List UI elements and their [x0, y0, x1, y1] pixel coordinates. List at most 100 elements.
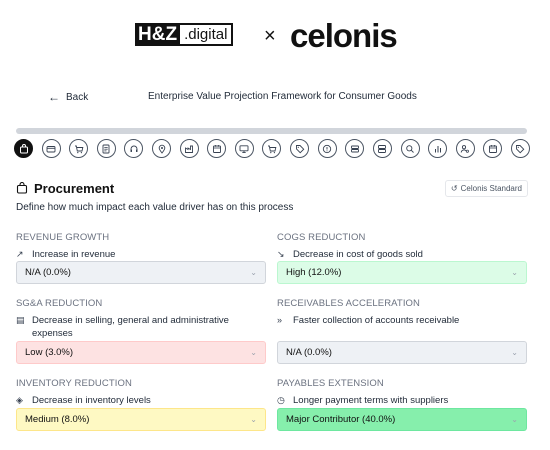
chevron-down-icon: ⌄ [511, 348, 518, 357]
step-cart[interactable] [69, 139, 89, 158]
top-nav: ← Back Enterprise Value Projection Frame… [0, 90, 550, 106]
shopping-bag-icon [19, 143, 28, 153]
header-logos: H&Z .digital × celonis [0, 16, 550, 56]
step-headset[interactable] [124, 139, 144, 158]
driver-revenue-growth: REVENUE GROWTH ↗ Increase in revenue [16, 232, 266, 261]
cart-icon [74, 145, 84, 153]
server-icon [378, 144, 387, 153]
logo-separator: × [264, 25, 276, 47]
step-alert[interactable] [317, 139, 337, 158]
trend-down-icon: ↘ [277, 249, 285, 259]
driver-title: COGS REDUCTION [277, 232, 366, 243]
bar-chart-icon [434, 145, 441, 152]
calendar-icon [212, 144, 221, 153]
inventory-reduction-select[interactable]: Medium (8.0%) ⌄ [16, 408, 266, 431]
hz-digital-logo: H&Z .digital [135, 23, 234, 46]
driver-title: INVENTORY REDUCTION [16, 378, 132, 389]
sga-reduction-select[interactable]: Low (3.0%) ⌄ [16, 341, 266, 364]
select-value: Low (3.0%) [25, 347, 74, 358]
driver-cogs-reduction: COGS REDUCTION ↘ Decrease in cost of goo… [277, 232, 527, 261]
back-label: Back [66, 91, 89, 103]
step-server[interactable] [372, 139, 392, 158]
driver-title: REVENUE GROWTH [16, 232, 110, 243]
document-icon [102, 144, 110, 153]
celonis-standard-button[interactable]: ↺ Celonis Standard [444, 180, 528, 197]
cart-icon [267, 145, 277, 153]
step-search[interactable] [400, 139, 420, 158]
credit-card-icon [46, 145, 56, 152]
process-steps [14, 139, 530, 159]
step-bar-chart[interactable] [428, 139, 448, 158]
driver-receivables-acceleration: RECEIVABLES ACCELERATION » Faster collec… [277, 298, 527, 327]
select-value: N/A (0.0%) [286, 347, 332, 358]
driver-sga-reduction: SG&A REDUCTION ▤ Decrease in selling, ge… [16, 298, 266, 340]
page-title: Enterprise Value Projection Framework fo… [148, 91, 417, 102]
tag-icon [516, 144, 525, 153]
calendar-icon [488, 144, 497, 153]
hz-logo-main: H&Z [135, 23, 181, 46]
trend-up-icon: ↗ [16, 249, 24, 259]
receipt-icon: ▤ [16, 315, 25, 325]
driver-description: Increase in revenue [32, 249, 116, 260]
back-button[interactable]: ← Back [48, 90, 88, 104]
chevron-down-icon: ⌄ [511, 268, 518, 277]
payables-extension-select[interactable]: Major Contributor (40.0%) ⌄ [277, 408, 527, 431]
search-icon [406, 144, 414, 153]
select-value: N/A (0.0%) [25, 267, 71, 278]
section-description: Define how much impact each value driver… [16, 202, 294, 213]
clock-icon: ◷ [277, 395, 285, 405]
step-document[interactable] [96, 139, 116, 158]
step-cart-2[interactable] [262, 139, 282, 158]
driver-title: RECEIVABLES ACCELERATION [277, 298, 421, 309]
step-monitor[interactable] [234, 139, 254, 158]
driver-description: Decrease in inventory levels [32, 395, 151, 406]
chevron-down-icon: ⌄ [250, 348, 257, 357]
map-pin-icon [158, 144, 165, 154]
driver-inventory-reduction: INVENTORY REDUCTION ◈ Decrease in invent… [16, 378, 266, 407]
chevron-down-icon: ⌄ [511, 415, 518, 424]
step-procurement[interactable] [14, 139, 33, 158]
select-value: High (12.0%) [286, 267, 342, 278]
chevron-down-icon: ⌄ [250, 268, 257, 277]
celonis-logo: celonis [290, 17, 398, 54]
step-calendar-2[interactable] [483, 139, 503, 158]
reset-icon: ↺ [450, 184, 458, 193]
section-header: Procurement ↺ Celonis Standard [16, 180, 528, 197]
driver-description: Decrease in cost of goods sold [293, 249, 423, 260]
arrow-left-icon: ← [48, 90, 60, 104]
receivables-acceleration-select[interactable]: N/A (0.0%) ⌄ [277, 341, 527, 364]
step-tag-2[interactable] [510, 139, 530, 158]
step-users-cog[interactable] [455, 139, 475, 158]
driver-title: PAYABLES EXTENSION [277, 378, 384, 389]
driver-description: Faster collection of accounts receivable [293, 315, 460, 326]
select-value: Major Contributor (40.0%) [286, 414, 396, 425]
chevron-down-icon: ⌄ [250, 415, 257, 424]
fast-forward-icon: » [277, 315, 283, 325]
package-icon: ◈ [16, 395, 23, 405]
section-title: Procurement [34, 181, 115, 196]
step-factory[interactable] [179, 139, 199, 158]
headset-icon [130, 145, 138, 152]
revenue-growth-select[interactable]: N/A (0.0%) ⌄ [16, 261, 266, 284]
celonis-standard-label: Celonis Standard [460, 184, 522, 193]
factory-icon [185, 145, 194, 153]
users-cog-icon [461, 144, 470, 153]
driver-payables-extension: PAYABLES EXTENSION ◷ Longer payment term… [277, 378, 527, 407]
driver-description: Decrease in selling, general and adminis… [32, 315, 229, 339]
hz-logo-suffix: .digital [180, 23, 234, 46]
step-layers[interactable] [345, 139, 365, 158]
tag-icon [295, 144, 304, 153]
step-credit-card[interactable] [41, 139, 61, 158]
layers-icon [350, 145, 359, 152]
shopping-bag-icon [16, 182, 28, 194]
progress-bar [16, 128, 527, 134]
select-value: Medium (8.0%) [25, 414, 90, 425]
cogs-reduction-select[interactable]: High (12.0%) ⌄ [277, 261, 527, 284]
step-tag[interactable] [290, 139, 310, 158]
driver-title: SG&A REDUCTION [16, 298, 103, 309]
driver-description: Longer payment terms with suppliers [293, 395, 449, 406]
monitor-icon [239, 144, 249, 153]
step-calendar[interactable] [207, 139, 227, 158]
step-map-pin[interactable] [152, 139, 172, 158]
alert-circle-icon [323, 144, 332, 153]
